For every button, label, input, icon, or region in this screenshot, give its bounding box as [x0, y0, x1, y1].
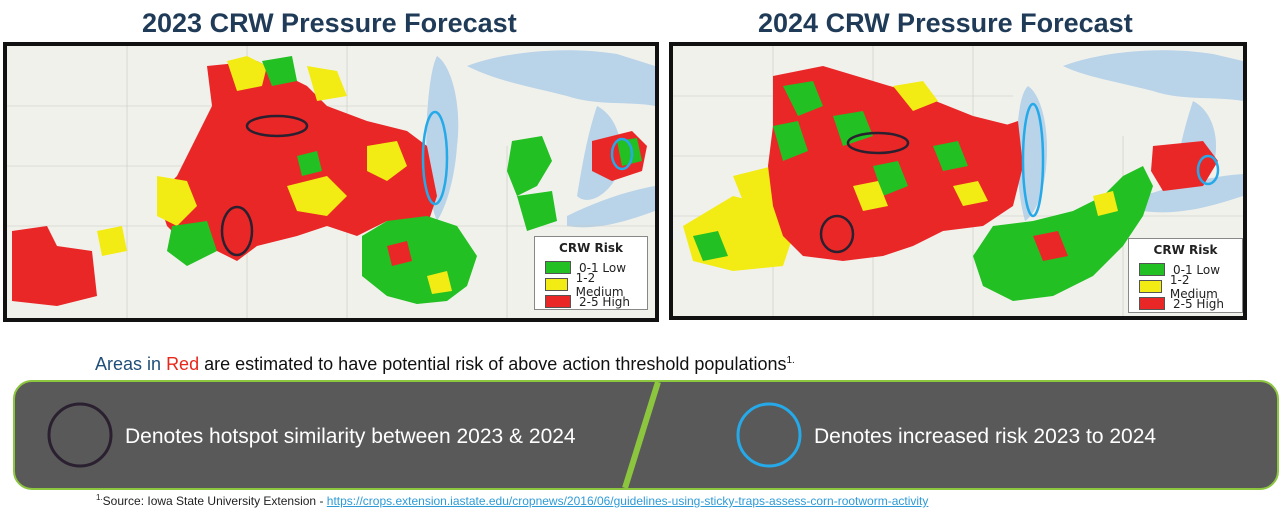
- note-red-word: Red: [166, 354, 200, 374]
- legend-swatch-high: [1139, 297, 1165, 310]
- increased-risk-label: Denotes increased risk 2023 to 2024: [814, 425, 1157, 448]
- legend-swatch-medium: [545, 278, 568, 291]
- map-2024-title: 2024 CRW Pressure Forecast: [758, 8, 1133, 38]
- legend-label-low: 0-1 Low: [579, 260, 627, 275]
- increase-circle-icon: [736, 402, 802, 468]
- legend-label-medium: 1-2 Medium: [575, 270, 624, 299]
- legend-row-high: 2-5 High: [1139, 295, 1232, 312]
- risk-note: Areas in Red are estimated to have poten…: [95, 354, 795, 375]
- legend-row-medium: 1-2 Medium: [545, 271, 637, 299]
- legend-banner: [13, 380, 1279, 490]
- source-prefix: Source: Iowa State University Extension …: [102, 494, 327, 508]
- legend-title: CRW Risk: [1153, 243, 1218, 257]
- legend-row-low: 0-1 Low: [545, 259, 637, 276]
- hotspot-circle-icon: [47, 402, 113, 468]
- legend-swatch-medium: [1139, 280, 1162, 293]
- note-part1: Areas in: [95, 354, 162, 374]
- map-2024: CRW Risk 0-1 Low 1-2 Medium 2-5 High: [669, 42, 1247, 320]
- hotspot-similarity-label: Denotes hotspot similarity between 2023 …: [125, 425, 576, 448]
- source-mark: 1.: [96, 493, 103, 502]
- map-2023-graphic: [7, 46, 655, 318]
- map-2023-title: 2023 CRW Pressure Forecast: [142, 8, 517, 38]
- legend-row-medium: 1-2 Medium: [1139, 273, 1232, 301]
- note-footnote-mark: 1.: [786, 355, 795, 366]
- legend-row-high: 2-5 High: [545, 293, 637, 310]
- note-part3: are estimated to have potential risk of …: [204, 354, 787, 374]
- legend-label-high: 2-5 High: [579, 294, 630, 309]
- legend-label-low: 0-1 Low: [1173, 262, 1221, 277]
- source-link[interactable]: https://crops.extension.iastate.edu/crop…: [326, 494, 929, 508]
- map-2023-legend: CRW Risk 0-1 Low 1-2 Medium 2-5 High: [534, 236, 648, 310]
- legend-label-medium: 1-2 Medium: [1169, 272, 1218, 301]
- legend-label-high: 2-5 High: [1173, 296, 1224, 311]
- source-citation: 1.Source: Iowa State University Extensio…: [96, 493, 928, 508]
- legend-swatch-high: [545, 295, 571, 308]
- legend-swatch-low: [1139, 263, 1165, 276]
- banner-divider: [622, 381, 661, 489]
- map-2024-legend: CRW Risk 0-1 Low 1-2 Medium 2-5 High: [1128, 238, 1243, 313]
- legend-row-low: 0-1 Low: [1139, 261, 1232, 278]
- legend-swatch-low: [545, 261, 571, 274]
- map-2023: CRW Risk 0-1 Low 1-2 Medium 2-5 High: [3, 42, 659, 322]
- legend-title: CRW Risk: [559, 241, 623, 255]
